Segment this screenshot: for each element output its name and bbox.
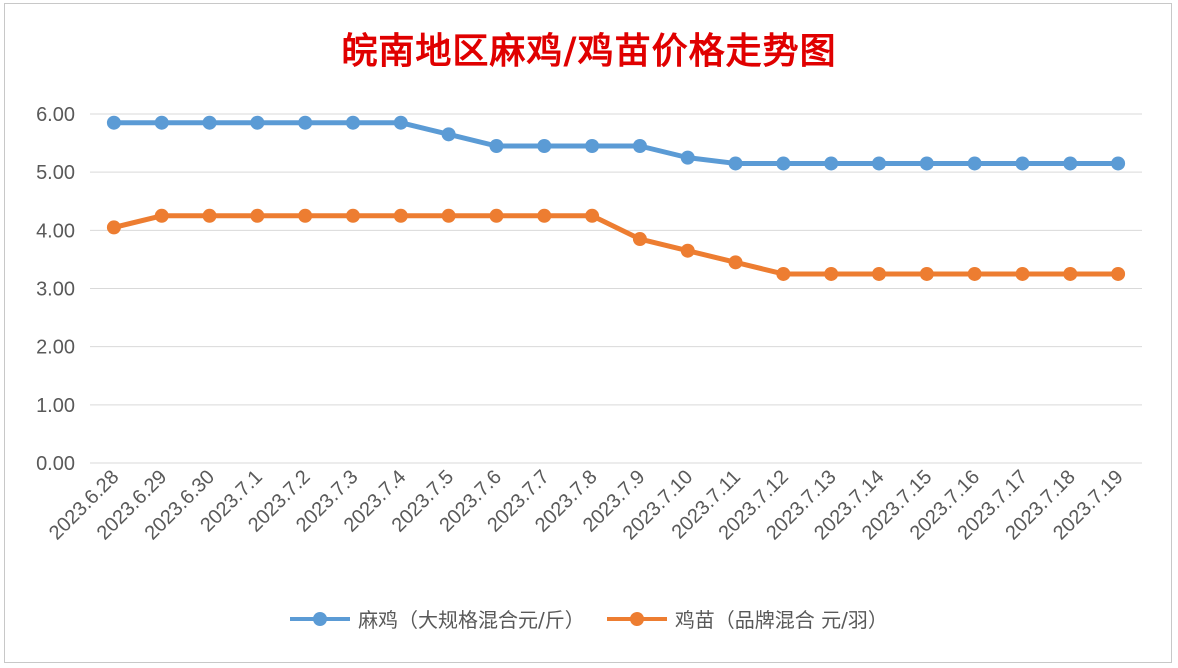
data-point (776, 156, 791, 171)
data-point (537, 208, 552, 223)
y-tick-label: 5.00 (36, 162, 75, 184)
data-point (728, 156, 743, 171)
data-point (824, 266, 839, 281)
data-point (872, 156, 886, 171)
x-axis-tick-labels: 2023.6.282023.6.292023.6.302023.7.12023.… (45, 466, 1128, 544)
data-point (346, 208, 360, 223)
data-point (919, 266, 934, 281)
data-point (585, 138, 600, 153)
data-point (441, 208, 456, 223)
data-point (680, 243, 695, 258)
y-tick-label: 2.00 (36, 337, 75, 359)
data-point (298, 115, 313, 130)
data-point (872, 266, 886, 281)
data-point (967, 156, 982, 171)
data-point (202, 115, 217, 130)
legend-item-series-2: 鸡苗（品牌混合 元/羽） (606, 604, 888, 633)
data-point (776, 266, 791, 281)
data-point (680, 150, 695, 165)
data-point (1111, 266, 1126, 281)
data-point (632, 232, 647, 247)
series-group (106, 115, 1126, 281)
data-point (1063, 266, 1078, 281)
data-point (728, 255, 743, 270)
data-point (250, 208, 265, 223)
data-point (537, 138, 552, 153)
legend-swatch-series-1 (290, 611, 351, 626)
data-point (106, 220, 121, 235)
legend-label-series-1: 麻鸡（大规格混合元/斤） (358, 608, 585, 632)
data-point (967, 266, 982, 281)
data-point (298, 208, 313, 223)
series-line-2 (111, 213, 1121, 277)
series-1 (106, 115, 1126, 171)
chart-frame (4, 3, 1172, 663)
data-point (489, 208, 504, 223)
legend-marker-series-2 (629, 611, 644, 626)
data-point (1111, 156, 1126, 171)
gridlines (90, 113, 1142, 464)
legend-swatch-series-2 (606, 611, 667, 626)
y-axis-tick-labels: 0.00 1.00 2.00 3.00 4.00 5.00 6.00 (36, 104, 75, 475)
data-point (154, 115, 169, 130)
data-point (489, 138, 504, 153)
data-point (1063, 156, 1078, 171)
data-point (919, 156, 934, 171)
legend-label-series-2: 鸡苗（品牌混合 元/羽） (674, 608, 888, 632)
data-point (632, 138, 647, 153)
legend-item-series-1: 麻鸡（大规格混合元/斤） (290, 604, 585, 633)
data-point (154, 208, 169, 223)
legend-marker-series-1 (313, 611, 328, 626)
data-point (250, 115, 265, 130)
series-line-1 (111, 120, 1121, 166)
y-tick-label: 3.00 (36, 279, 75, 301)
data-point (441, 127, 456, 142)
data-point (824, 156, 839, 171)
data-point (202, 208, 217, 223)
legend: 麻鸡（大规格混合元/斤） 鸡苗（品牌混合 元/羽） (0, 604, 1178, 633)
series-2 (106, 208, 1126, 281)
y-tick-label: 1.00 (36, 395, 75, 417)
data-point (393, 208, 408, 223)
data-point (106, 115, 121, 130)
y-tick-label: 6.00 (36, 104, 75, 126)
chart-title: 皖南地区麻鸡/鸡苗价格走势图 (341, 30, 837, 72)
data-point (1015, 266, 1030, 281)
y-tick-label: 0.00 (36, 453, 75, 475)
data-point (346, 115, 360, 130)
y-tick-label: 4.00 (36, 220, 75, 242)
data-point (393, 115, 408, 130)
data-point (1015, 156, 1030, 171)
data-point (585, 208, 600, 223)
